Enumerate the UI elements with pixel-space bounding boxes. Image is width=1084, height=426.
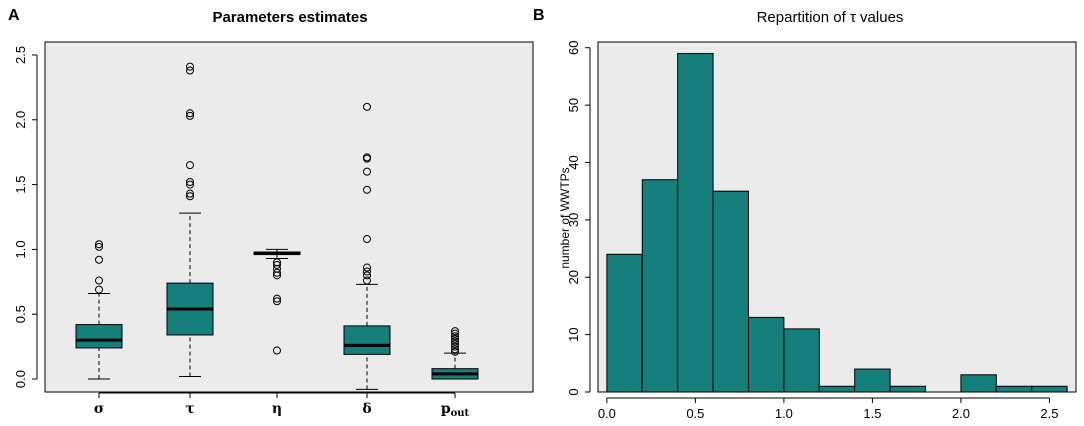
x-tick-label: 1.0 — [775, 406, 793, 421]
histogram-bar — [995, 385, 1033, 393]
x-tick-label: η — [272, 401, 282, 417]
outlier-point — [186, 178, 194, 186]
outlier-point — [363, 276, 371, 285]
y-tick-label: 50 — [566, 98, 581, 112]
outlier-point — [363, 102, 371, 111]
x-tick-label: τ — [185, 401, 194, 417]
outlier-point — [451, 329, 459, 338]
outlier-point — [451, 345, 459, 354]
y-tick-label: 20 — [566, 270, 581, 284]
outlier-point — [363, 267, 371, 276]
panel-b-label: B — [533, 7, 545, 24]
outlier-point — [451, 340, 459, 349]
histogram-bar — [854, 368, 891, 393]
outlier-point — [451, 334, 459, 343]
x-tick-label: 0.0 — [598, 406, 616, 421]
outlier-point — [273, 297, 281, 306]
histogram-bar — [960, 374, 997, 393]
x-tick-label: 0.5 — [686, 406, 704, 421]
outlier-point — [273, 258, 281, 267]
outlier-point — [95, 240, 103, 249]
outlier-point — [451, 337, 459, 346]
outlier-point — [95, 242, 103, 251]
outlier-point — [363, 263, 371, 272]
panel-a-plot: 0.0 0.5 1.0 1.5 2.0 2.5 σ τ η δ pout — [13, 41, 534, 419]
outlier-point — [186, 189, 194, 198]
panel-a-title: Parameters estimates — [212, 9, 367, 26]
outlier-point — [186, 111, 194, 120]
outlier-point — [95, 276, 103, 285]
histogram-bar — [747, 316, 785, 393]
outlier-point — [363, 185, 371, 194]
x-tick-label: 2.0 — [952, 406, 970, 421]
histogram-bar — [606, 253, 643, 393]
x-tick-label-subscript: out — [451, 408, 470, 419]
histogram-bar — [641, 179, 679, 393]
y-tick-label: 60 — [566, 41, 581, 55]
outlier-point — [186, 109, 194, 118]
outlier-point — [273, 268, 281, 277]
outlier-point — [451, 342, 459, 351]
panel-b-title: Repartition of τ values — [757, 9, 904, 26]
histogram-bar — [889, 385, 927, 393]
histogram-bar — [677, 52, 714, 393]
outlier-point — [363, 235, 371, 244]
y-tick-label: 0.0 — [13, 370, 28, 388]
y-tick-label: 0 — [566, 388, 581, 395]
outlier-point — [273, 294, 281, 303]
x-tick-label: 1.5 — [863, 406, 881, 421]
outlier-point — [95, 285, 103, 294]
outlier-point — [451, 327, 459, 336]
outlier-point — [363, 167, 371, 176]
outlier-point — [273, 271, 281, 280]
y-tick-label: 40 — [566, 155, 581, 169]
outlier-point — [273, 264, 281, 273]
outlier-point — [273, 260, 281, 269]
y-tick-label: 10 — [566, 327, 581, 341]
panel-b-y-axis-label: number of WWTPs — [558, 167, 572, 268]
outlier-point — [451, 347, 459, 356]
panel-b-plot: 0 10 20 30 40 50 60 0.0 0.5 1.0 1.5 2.0 2.5 — [566, 41, 1077, 421]
y-tick-label: 1.5 — [13, 176, 28, 194]
outlier-point — [273, 346, 281, 355]
outlier-point — [186, 192, 194, 201]
x-tick-label: 2.5 — [1040, 406, 1058, 421]
y-tick-label: 0.5 — [13, 305, 28, 323]
histogram-bar — [783, 328, 820, 393]
outlier-point — [186, 62, 194, 71]
box — [343, 325, 391, 355]
outlier-point — [451, 332, 459, 341]
x-tick-label: δ — [362, 401, 371, 417]
histogram-bar — [818, 385, 856, 393]
y-tick-label: 2.0 — [13, 111, 28, 129]
outlier-point — [363, 271, 371, 280]
histogram-bar — [1031, 385, 1068, 393]
outlier-point — [363, 153, 371, 162]
x-tick-label: pout — [441, 401, 470, 419]
y-tick-label: 1.0 — [13, 240, 28, 258]
y-tick-label: 2.5 — [13, 46, 28, 64]
outlier-point — [186, 180, 194, 189]
box — [75, 324, 123, 349]
y-tick-label: 30 — [566, 213, 581, 227]
x-tick-label: σ — [94, 401, 104, 417]
panel-a-label: A — [8, 7, 20, 24]
histogram-bar — [712, 190, 749, 393]
outlier-point — [186, 66, 194, 75]
outlier-point — [95, 255, 103, 264]
outlier-point — [186, 161, 194, 170]
